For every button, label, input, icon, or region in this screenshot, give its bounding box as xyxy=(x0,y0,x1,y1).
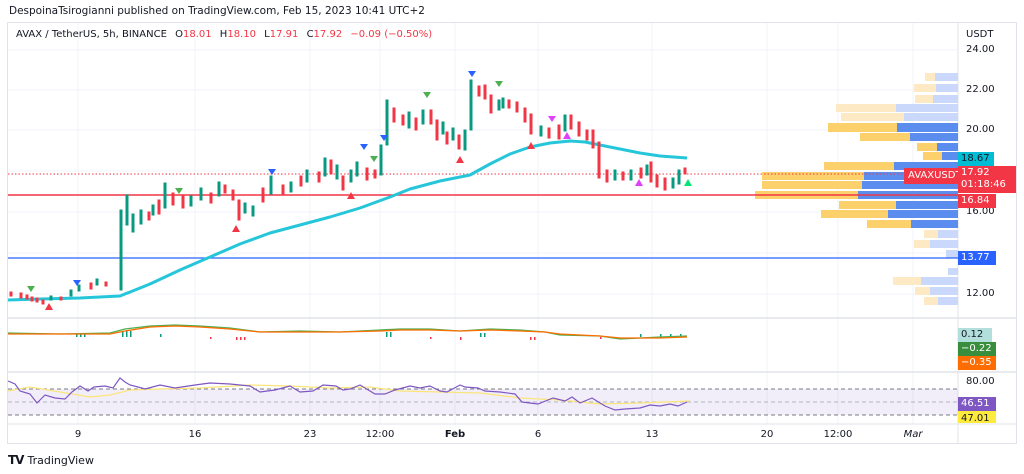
candles xyxy=(9,79,687,305)
tradingview-logo-icon: TV xyxy=(8,453,25,467)
time-label: 6 xyxy=(534,429,542,440)
time-label: 16 xyxy=(188,429,202,440)
symbol-name-tag: AVAXUSDT xyxy=(904,168,966,184)
rsi-signal-tag: 47.01 xyxy=(958,411,996,423)
price-tick-12: 12.00 xyxy=(966,288,995,299)
high-value: 18.10 xyxy=(227,29,256,40)
low-value: 17.91 xyxy=(269,29,299,40)
publisher-line: DespoinaTsirogianni published on Trading… xyxy=(9,5,425,17)
macd-signal-tag: −0.35 xyxy=(958,356,996,370)
chart-frame[interactable] xyxy=(7,22,1017,444)
price-tick-20: 20.00 xyxy=(966,124,995,135)
change-value: −0.09 (−0.50%) xyxy=(350,29,433,40)
open-value: 18.01 xyxy=(182,29,212,40)
time-label: 23 xyxy=(303,429,317,440)
price-tick-16: 16.00 xyxy=(966,206,995,217)
rsi-value-tag: 46.51 xyxy=(958,397,996,411)
support-price-tag: 16.84 xyxy=(958,194,996,208)
macd-line-tag: −0.22 xyxy=(958,342,996,356)
price-tick-22: 22.00 xyxy=(966,84,995,95)
chart-legend: AVAX / TetherUS, 5h, BINANCE O18.01 H18.… xyxy=(16,29,432,40)
open-label: O xyxy=(175,29,183,40)
macd-histogram-tag: 0.12 xyxy=(958,328,992,342)
time-label: 12:00 xyxy=(823,429,853,440)
volume-profile xyxy=(755,73,958,305)
symbol-label[interactable]: AVAX / TetherUS, 5h, BINANCE xyxy=(16,29,167,40)
macd-pane xyxy=(7,324,688,340)
last-price-tag: 17.92 01:18:46 xyxy=(958,166,1016,193)
bar-countdown: 01:18:46 xyxy=(961,179,1006,190)
signal-markers xyxy=(27,71,692,310)
time-label: 9 xyxy=(74,429,82,440)
high-label: H xyxy=(219,29,228,40)
close-label: C xyxy=(306,29,314,40)
time-label-month: Feb xyxy=(444,429,466,440)
last-price-value: 17.92 xyxy=(961,167,990,178)
low-label: L xyxy=(264,29,270,40)
time-label: 12:00 xyxy=(365,429,395,440)
footer-brand[interactable]: TV TradingView xyxy=(8,453,94,467)
time-label-month: Mar xyxy=(903,429,923,440)
tradingview-brand-label: TradingView xyxy=(27,453,94,467)
blue-level-price-tag: 13.77 xyxy=(958,251,996,265)
time-label: 13 xyxy=(645,429,659,440)
rsi-pane xyxy=(7,377,958,416)
close-value: 17.92 xyxy=(313,29,343,40)
moving-average-line xyxy=(7,139,688,302)
currency-label: USDT xyxy=(966,29,994,40)
vertical-gridlines xyxy=(77,23,914,424)
horizontal-gridlines xyxy=(8,49,958,295)
ma-price-tag: 18.67 xyxy=(958,152,994,166)
rsi-tick-80: 80.00 xyxy=(966,376,995,387)
price-tick-24: 24.00 xyxy=(966,44,995,55)
time-label: 20 xyxy=(760,429,774,440)
